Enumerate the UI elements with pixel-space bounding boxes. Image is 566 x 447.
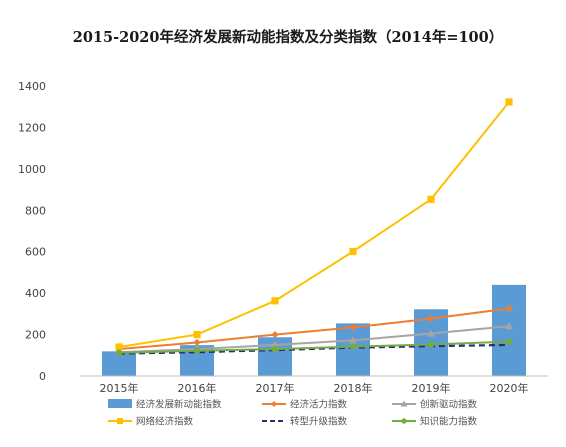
legend-marker [117, 418, 123, 424]
legend-marker [271, 401, 277, 407]
data-point [348, 336, 358, 344]
legend-item: 经济活力指数 [262, 399, 348, 411]
data-point [427, 195, 435, 203]
data-point [349, 343, 357, 350]
data-point [349, 247, 357, 256]
series-line [118, 101, 510, 348]
legend-marker [401, 418, 407, 424]
data-point [193, 347, 201, 355]
legend-label: 知识能力指数 [420, 416, 478, 428]
data-point [504, 322, 514, 330]
series-line [118, 325, 510, 354]
y-tick-label: 800 [25, 204, 46, 217]
legend-label: 创新驱动指数 [420, 399, 478, 411]
data-point [426, 329, 436, 337]
legend-label: 转型升级指数 [290, 416, 348, 428]
y-tick-label: 400 [25, 287, 46, 300]
y-tick-label: 200 [25, 329, 46, 342]
x-tick-label: 2016年 [178, 381, 217, 395]
data-point [271, 330, 279, 339]
legend-label: 经济活力指数 [290, 399, 348, 411]
legend-item: 网络经济指数 [108, 416, 194, 428]
x-tick-label: 2019年 [412, 381, 451, 395]
data-point [349, 323, 357, 331]
data-point [505, 304, 513, 313]
data-point [270, 340, 280, 349]
data-point [505, 338, 513, 345]
y-tick-label: 1000 [18, 163, 46, 176]
data-point [271, 345, 279, 353]
data-point [115, 349, 123, 357]
bar [492, 284, 526, 376]
data-point [271, 297, 279, 305]
series-line [118, 343, 510, 355]
data-point [505, 98, 513, 106]
x-axis-ticks: 2015年 2016年 2017年 2018年 2019年 2020年 [100, 381, 529, 395]
legend-item: 创新驱动指数 [392, 399, 478, 411]
legend-item: 经济发展新动能指数 [108, 399, 222, 411]
x-tick-label: 2020年 [490, 381, 529, 395]
legend-swatch [108, 399, 132, 408]
legend-label: 经济发展新动能指数 [136, 399, 222, 411]
y-tick-label: 1200 [18, 121, 46, 134]
y-tick-label: 600 [25, 246, 46, 259]
data-point [427, 315, 435, 323]
series-line [118, 307, 510, 351]
x-tick-label: 2017年 [256, 381, 295, 395]
y-tick-label: 1400 [18, 80, 46, 93]
legend-item: 知识能力指数 [392, 416, 478, 428]
legend-item: 转型升级指数 [262, 416, 348, 428]
data-point [427, 341, 435, 348]
y-axis-ticks: 0 200 400 600 800 1000 1200 1400 [18, 80, 46, 383]
legend-marker [400, 400, 408, 407]
chart-title: 2015-2020年经济发展新动能指数及分类指数（2014年=100） [73, 28, 504, 46]
data-point [193, 338, 201, 347]
legend-label: 网络经济指数 [136, 416, 194, 428]
y-tick-label: 0 [39, 370, 46, 383]
x-tick-label: 2015年 [100, 381, 139, 395]
x-tick-label: 2018年 [334, 381, 373, 395]
line-series [114, 98, 514, 357]
data-point [115, 343, 123, 351]
data-point [193, 330, 201, 339]
series-line [118, 340, 510, 354]
